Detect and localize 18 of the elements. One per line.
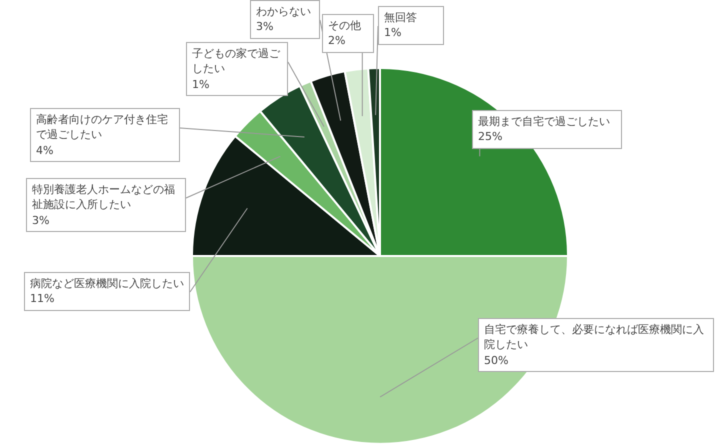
slice-label: 自宅で療養して、必要になれば医療機関に入院したい — [484, 322, 705, 353]
data-label: 50% — [484, 352, 510, 368]
data-label: 4% — [36, 142, 54, 158]
data-label: 25% — [478, 129, 504, 145]
data-label: 1% — [384, 25, 402, 41]
slice-label: わからない — [256, 4, 312, 20]
slice-label: 特別養護老人ホームなどの福祉施設に入所したい — [32, 182, 176, 213]
slice-label: 病院など医療機関に入院したい — [30, 276, 184, 292]
data-label: 1% — [192, 76, 210, 92]
slice-label: 子どもの家で過ごしたい — [192, 46, 281, 77]
data-label: 3% — [256, 19, 274, 35]
slice-label: 無回答 — [384, 10, 418, 26]
data-label: 3% — [32, 212, 50, 228]
data-label: 2% — [328, 33, 346, 49]
data-label: 11% — [30, 291, 56, 307]
slice-label: 最期まで自宅で過ごしたい — [478, 114, 611, 130]
slice-label: 高齢者向けのケア付き住宅で過ごしたい — [36, 112, 169, 143]
slice-label: その他 — [328, 18, 362, 34]
